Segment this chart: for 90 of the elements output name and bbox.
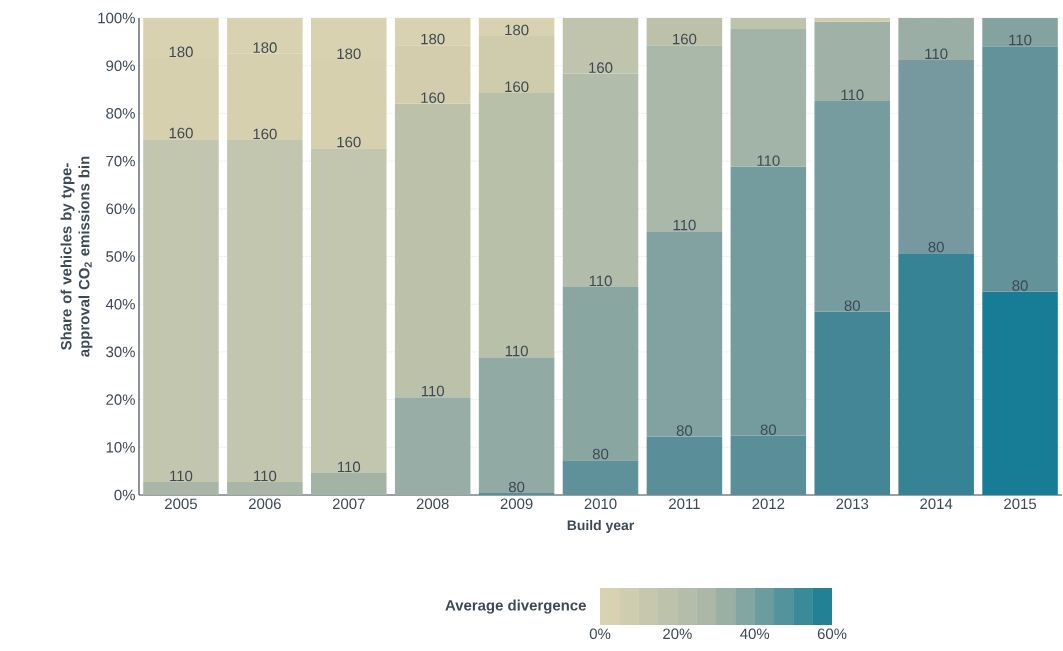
text: 110	[673, 219, 696, 231]
bar	[898, 17, 974, 60]
bar	[814, 21, 890, 101]
text: 110	[925, 48, 948, 60]
bar	[898, 253, 974, 495]
bar	[227, 482, 303, 495]
text: 80	[928, 241, 944, 253]
text: 80	[760, 424, 777, 435]
text: 110	[757, 155, 780, 166]
text: 160	[421, 92, 445, 103]
bar	[814, 100, 890, 312]
text: 80	[1012, 280, 1028, 291]
color-bar-label: 0%	[589, 628, 611, 640]
bar	[311, 473, 387, 495]
bar	[982, 291, 1058, 495]
y-tick-label: 100%	[98, 12, 135, 24]
color-bar-label: 20%	[663, 628, 692, 640]
text: 180	[337, 48, 361, 60]
text: 110	[505, 345, 528, 357]
text: 160	[253, 128, 277, 140]
bar	[646, 45, 723, 232]
color-bar-label: 60%	[817, 628, 847, 640]
bar	[562, 287, 639, 461]
bar	[898, 59, 974, 254]
bar	[730, 28, 807, 167]
x-tick-label: 2014	[920, 498, 953, 510]
series-label: 160	[337, 136, 361, 148]
bar	[143, 482, 219, 495]
text: 80	[844, 300, 860, 311]
y-tick-label: 90%	[106, 60, 135, 71]
text: 110	[254, 470, 277, 482]
text: 160	[169, 127, 193, 139]
y-tick-label: 10%	[106, 442, 135, 453]
text: 180	[505, 24, 529, 36]
series-label: 80	[508, 481, 525, 493]
bar	[730, 17, 807, 29]
y-tick-label: 60%	[106, 203, 135, 215]
bar	[562, 17, 639, 74]
text: 80	[592, 448, 609, 460]
text: 110	[589, 275, 612, 287]
text: 180	[421, 33, 445, 45]
bar	[646, 436, 723, 495]
text: 160	[673, 33, 697, 45]
bar	[814, 17, 890, 22]
bar	[982, 46, 1058, 292]
y-tick-label: 30%	[106, 346, 135, 358]
bar	[982, 17, 1058, 47]
y-tick-label: 50%	[106, 251, 135, 262]
x-tick-label: 2015	[1004, 498, 1037, 510]
bar	[394, 103, 471, 398]
bar	[394, 397, 471, 495]
text: 160	[589, 62, 613, 73]
text: 110	[338, 461, 361, 473]
bar	[730, 435, 807, 495]
x-tick-label: 2006	[248, 498, 281, 510]
x-tick-label: 2011	[669, 498, 700, 510]
text: 80	[676, 425, 693, 436]
bar	[143, 139, 219, 483]
x-tick-label: 2013	[836, 498, 869, 510]
bar	[478, 92, 555, 358]
y-tick-label: 20%	[106, 394, 135, 405]
bar	[814, 311, 890, 495]
bar	[227, 140, 303, 483]
x-tick-label: 2009	[500, 498, 533, 510]
x-tick-label: 2012	[752, 498, 785, 510]
text: 110	[1009, 34, 1032, 46]
x-axis-title: Build year	[567, 519, 634, 533]
bar	[646, 231, 723, 437]
y-tick-label: 80%	[106, 108, 135, 119]
x-tick-label: 2008	[416, 498, 449, 510]
color-bar-label: 40%	[740, 628, 770, 640]
series-label: 180	[169, 46, 193, 58]
series-label: 110	[421, 385, 445, 397]
text: 110	[170, 470, 193, 482]
color-bar-title: Average divergence	[445, 599, 586, 614]
text: 160	[505, 81, 529, 93]
y-tick-label: 40%	[105, 298, 135, 310]
bar	[730, 166, 807, 436]
bar	[562, 73, 639, 288]
text: 110	[841, 89, 864, 101]
x-tick-label: 2007	[332, 498, 365, 510]
y-tick-label: 70%	[106, 155, 135, 167]
x-tick-label: 2010	[584, 498, 617, 510]
x-tick-label: 2005	[165, 498, 197, 510]
text: 180	[253, 42, 277, 53]
bar	[311, 148, 387, 474]
bar	[562, 460, 639, 495]
bar	[646, 17, 723, 46]
bar	[478, 357, 555, 494]
y-tick-label: 0%	[114, 489, 135, 501]
